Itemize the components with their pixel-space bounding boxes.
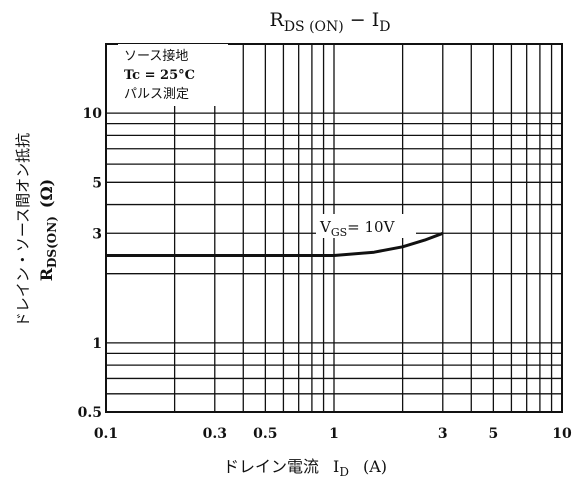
- grid-lines: [105, 43, 563, 413]
- x-tick-label: 0.3: [203, 426, 227, 442]
- y-tick-label: 5: [92, 175, 102, 191]
- chart-title: RDS (ON) − ID: [270, 9, 391, 35]
- conditions-box: [118, 44, 228, 106]
- y-axis-label-jp: ドレイン・ソース間オン抵抗: [14, 133, 32, 327]
- series-label: VGS= 10V: [319, 218, 396, 239]
- condition-line-3: パルス測定: [124, 87, 189, 102]
- x-tick-label: 5: [488, 426, 498, 442]
- x-tick-labels: 0.1 0.3 0.5 1 3 5 10: [94, 426, 572, 442]
- series-label-bg: [316, 214, 416, 238]
- y-axis-label-symbol: RDS(ON)(Ω): [37, 179, 59, 282]
- x-axis-label: ドレイン電流 ID (A): [223, 457, 387, 479]
- condition-line-1: ソース接地: [124, 48, 188, 64]
- condition-line-2: Tc = 25°C: [124, 68, 195, 83]
- series-line: [106, 231, 444, 257]
- x-tick-label: 0.5: [253, 426, 277, 442]
- x-tick-label: 3: [438, 426, 448, 442]
- y-tick-labels: 0.5 1 3 5 10: [78, 106, 103, 421]
- x-tick-label: 0.1: [94, 426, 118, 442]
- series-layer: [106, 231, 444, 257]
- y-axis-label: ドレイン・ソース間オン抵抗 RDS(ON)(Ω): [14, 133, 59, 327]
- y-tick-label: 3: [92, 226, 102, 242]
- y-tick-label: 1: [92, 336, 102, 352]
- x-tick-label: 10: [552, 426, 572, 442]
- x-tick-label: 1: [329, 426, 339, 442]
- y-tick-label: 10: [83, 106, 103, 122]
- plot-frame: [105, 43, 563, 413]
- y-tick-label: 0.5: [78, 405, 102, 421]
